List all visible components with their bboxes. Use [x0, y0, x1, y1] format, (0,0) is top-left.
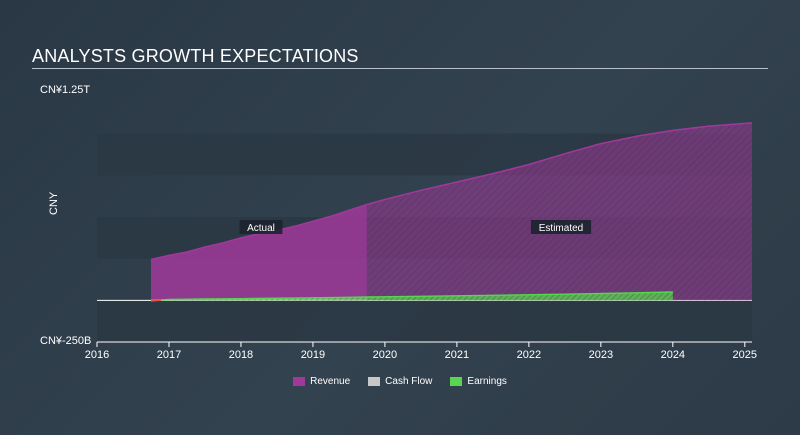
legend-swatch-earnings [450, 377, 463, 386]
x-tick-label-2021: 2021 [445, 349, 469, 361]
x-tick-label-2025: 2025 [733, 349, 757, 361]
legend-label-earnings: Earnings [467, 376, 507, 387]
legend-item-revenue[interactable]: Revenue [293, 376, 350, 387]
legend-label-revenue: Revenue [310, 376, 351, 387]
region-label-estimated-bg [530, 220, 592, 234]
y-tick-label-bottom: CN¥-250B [40, 335, 92, 347]
grid-band [97, 300, 752, 342]
title-divider [32, 68, 768, 69]
legend-swatch-cash-flow [368, 377, 381, 386]
x-tick-label-2024: 2024 [661, 349, 685, 361]
x-tick-label-2016: 2016 [85, 349, 109, 361]
earnings-line [150, 291, 673, 302]
y-tick-label-top: CN¥1.25T [40, 84, 91, 96]
x-tick-label-2020: 2020 [373, 349, 397, 361]
x-tick-label-2018: 2018 [229, 349, 253, 361]
chart-legend: Revenue Cash Flow Earnings [0, 376, 800, 387]
legend-swatch-revenue [293, 377, 306, 386]
revenue-area-actual [150, 204, 367, 301]
region-label-actual-bg [239, 220, 283, 234]
legend-item-cash-flow[interactable]: Cash Flow [368, 376, 432, 387]
region-label-actual: Actual [247, 223, 275, 234]
x-tick-label-2019: 2019 [301, 349, 325, 361]
x-tick-label-2017: 2017 [157, 349, 181, 361]
x-tick-label-2023: 2023 [589, 349, 613, 361]
chart-title: ANALYSTS GROWTH EXPECTATIONS [32, 46, 359, 66]
revenue-line [150, 122, 753, 261]
revenue-area-estimated [366, 122, 752, 301]
region-label-estimated: Estimated [539, 223, 583, 234]
legend-label-cash-flow: Cash Flow [385, 376, 433, 387]
x-tick-label-2022: 2022 [517, 349, 541, 361]
legend-item-earnings[interactable]: Earnings [450, 376, 507, 387]
